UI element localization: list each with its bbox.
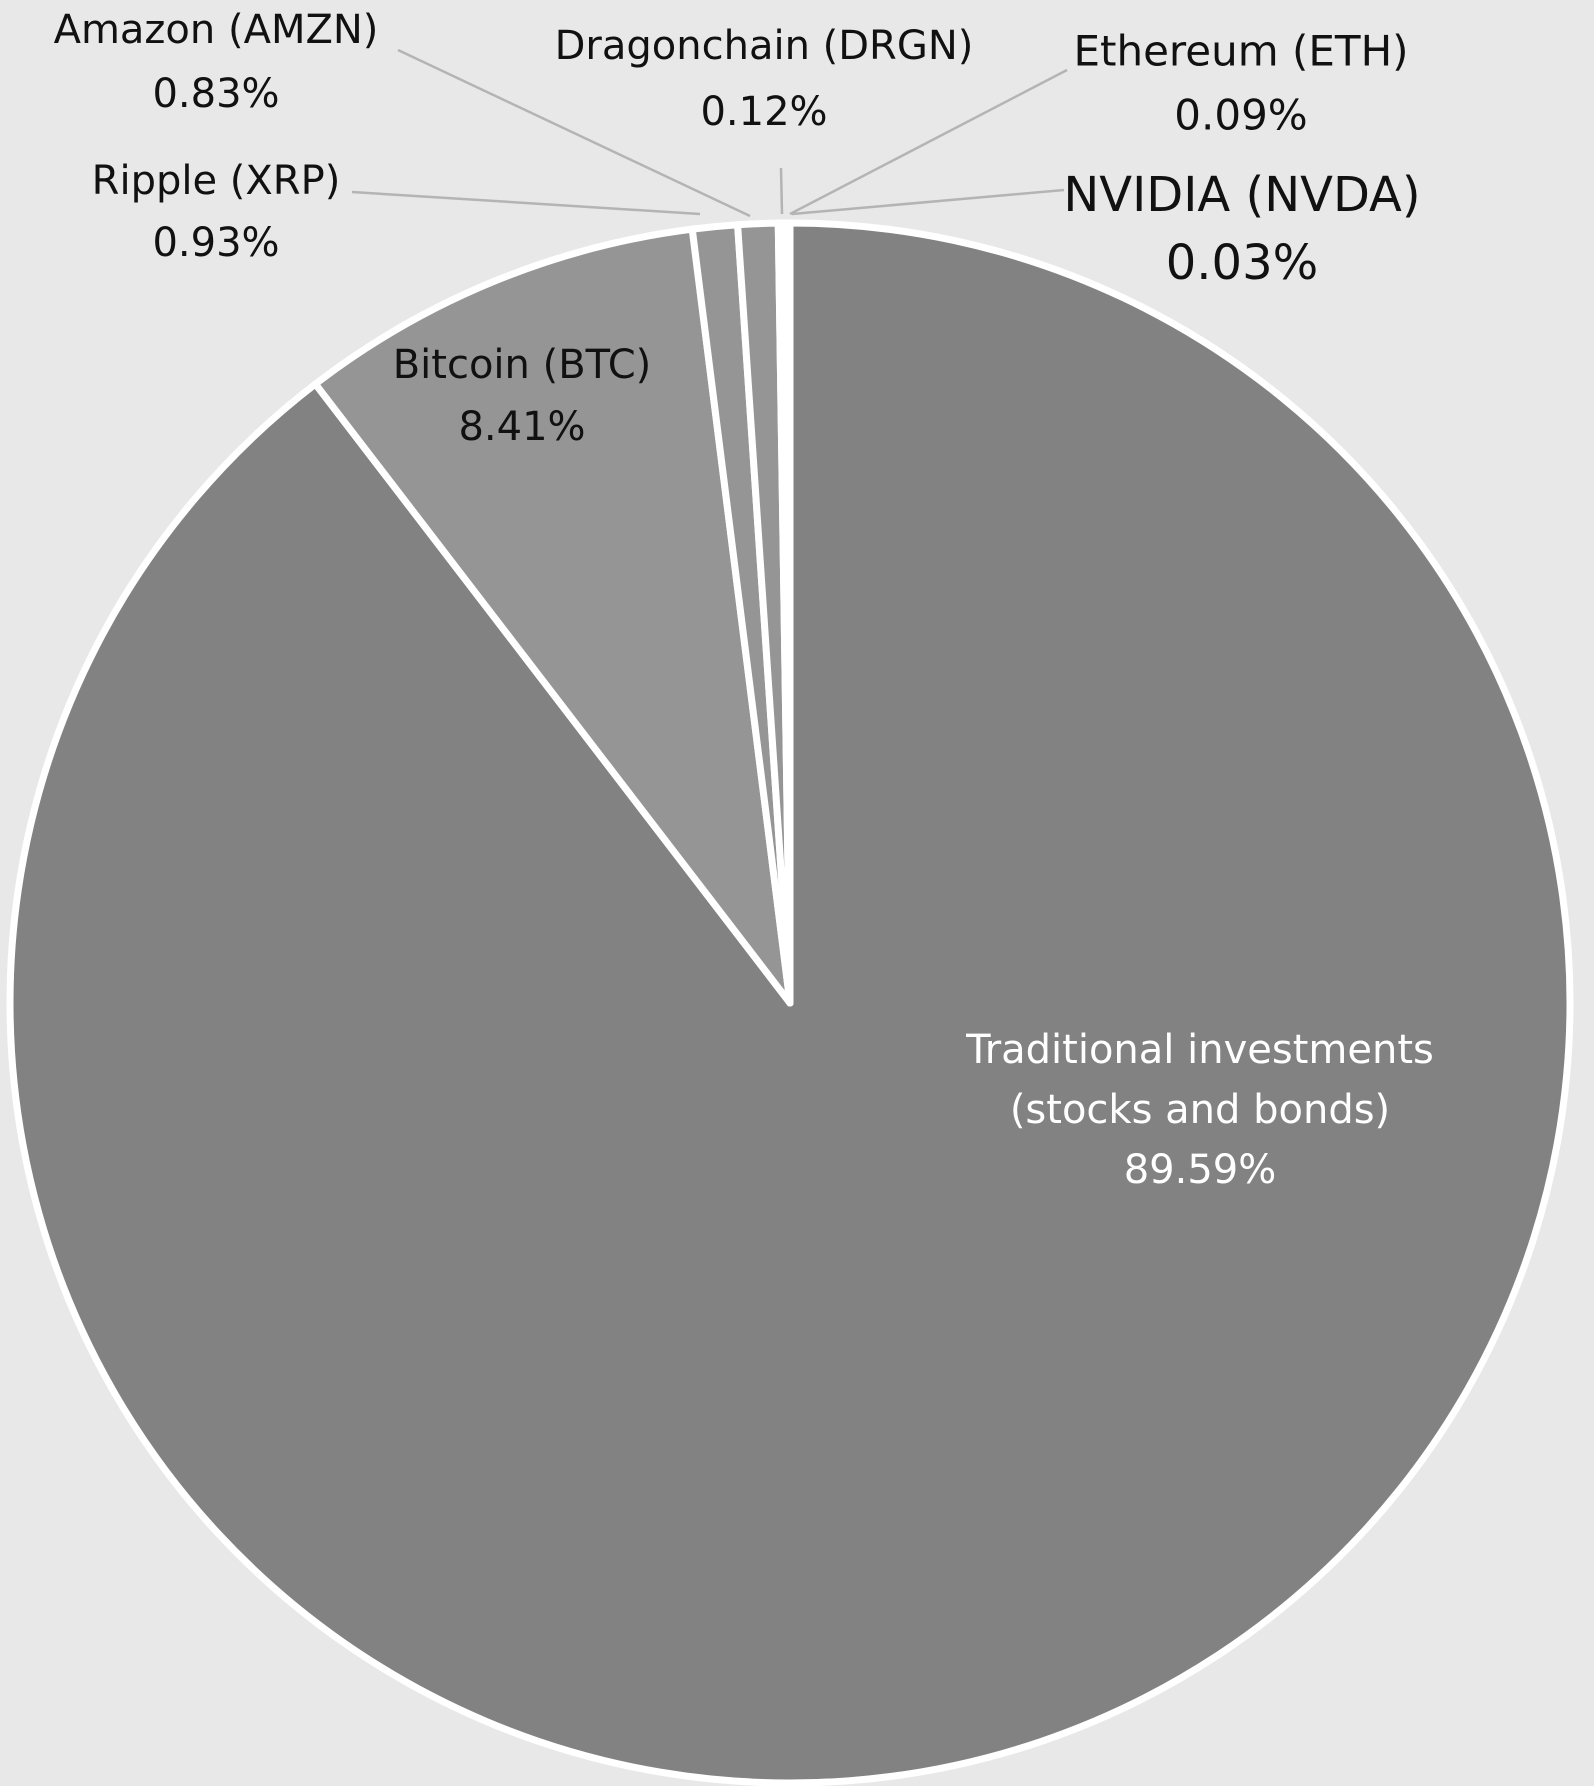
slice-label-traditional-investments-stocks-and-bonds-line-2: (stocks and bonds)	[1010, 1087, 1390, 1133]
slice-value-ethereum-eth: 0.09%	[1174, 91, 1307, 140]
data-label-nvidia-nvda: NVIDIA (NVDA) 0.03%	[1063, 167, 1420, 291]
leader-line-dragonchain-drgn	[779, 167, 784, 215]
slice-value-bitcoin-btc: 8.41%	[458, 404, 585, 450]
slice-label-traditional-investments-stocks-and-bonds-line-1: Traditional investments	[965, 1027, 1434, 1073]
slice-value-amazon-amzn: 0.83%	[152, 71, 279, 117]
leader-line-nvidia-nvda	[791, 188, 1065, 216]
data-label-traditional-investments-stocks-and-bonds: Traditional investments (stocks and bonds…	[965, 1027, 1434, 1193]
leader-line-ethereum-eth	[789, 68, 1068, 216]
slice-value-nvidia-nvda: 0.03%	[1166, 235, 1318, 291]
slice-label-amazon-amzn: Amazon (AMZN)	[54, 7, 379, 53]
slice-label-ripple-xrp: Ripple (XRP)	[92, 158, 341, 204]
pie-slice-nvidia-nvda	[785, 219, 794, 1007]
data-label-ripple-xrp: Ripple (XRP) 0.93%	[92, 158, 341, 266]
leader-lines-layer	[351, 48, 1068, 218]
labels-layer: Traditional investments (stocks and bonds…	[54, 7, 1434, 1193]
data-label-bitcoin-btc: Bitcoin (BTC) 8.41%	[393, 342, 652, 450]
leader-line-ripple-xrp	[351, 190, 701, 216]
leader-line-amazon-amzn	[397, 48, 751, 218]
pie-slice-bitcoin-btc	[311, 225, 794, 1007]
slice-label-dragonchain-drgn: Dragonchain (DRGN)	[555, 23, 974, 69]
data-label-amazon-amzn: Amazon (AMZN) 0.83%	[54, 7, 379, 117]
slices-layer	[6, 219, 1574, 1786]
slice-value-traditional-investments-stocks-and-bonds: 89.59%	[1124, 1147, 1277, 1193]
slice-label-ethereum-eth: Ethereum (ETH)	[1073, 27, 1408, 76]
slice-label-nvidia-nvda: NVIDIA (NVDA)	[1063, 167, 1420, 223]
slice-value-dragonchain-drgn: 0.12%	[700, 89, 827, 135]
data-label-dragonchain-drgn: Dragonchain (DRGN) 0.12%	[555, 23, 974, 135]
slice-value-ripple-xrp: 0.93%	[152, 220, 279, 266]
slice-label-bitcoin-btc: Bitcoin (BTC)	[393, 342, 652, 388]
data-label-ethereum-eth: Ethereum (ETH) 0.09%	[1073, 27, 1408, 140]
